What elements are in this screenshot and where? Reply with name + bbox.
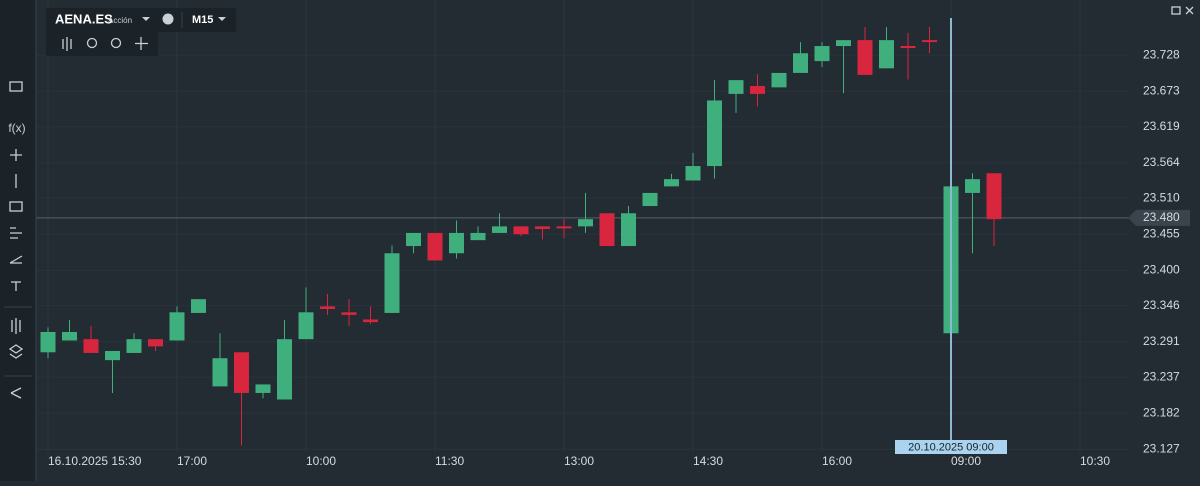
x-tick-label: 13:00 xyxy=(564,454,594,468)
toolbar-icons: f(x) xyxy=(4,81,32,399)
plot-area: 23.127 23.182 23.237 23.291 23.346 23.400 23.4… xyxy=(36,0,1190,468)
candle-body xyxy=(105,350,120,361)
symbol[interactable]: AENA.ES xyxy=(55,11,113,26)
candle-body xyxy=(384,253,400,313)
candle-body xyxy=(148,339,163,347)
icon-text[interactable] xyxy=(11,281,21,291)
icon-maximize[interactable] xyxy=(1171,6,1181,15)
y-tick-label: 23.237 xyxy=(1143,369,1180,383)
candle-body xyxy=(621,213,636,247)
candle-body xyxy=(857,40,873,75)
x-tick-label: 10:30 xyxy=(1080,454,1110,468)
candle-body xyxy=(771,72,787,88)
candle-body xyxy=(341,312,357,315)
candle-body xyxy=(814,46,830,62)
y-tick-label: 23.346 xyxy=(1143,298,1180,312)
crosshair-label: 20.10.2025 09:00 xyxy=(908,441,994,453)
candle-body xyxy=(707,100,722,167)
x-tick-label: 09:00 xyxy=(951,454,981,468)
icon-move[interactable] xyxy=(135,37,148,50)
candle-body xyxy=(191,299,206,313)
icon-zoom-in[interactable] xyxy=(110,37,122,49)
info-icon[interactable] xyxy=(162,13,174,25)
left-toolbar xyxy=(0,0,36,481)
icon-pitchfork[interactable] xyxy=(9,255,23,264)
candle-body xyxy=(599,213,615,247)
crosshair-label-box xyxy=(895,440,1007,454)
candle-body xyxy=(212,358,228,387)
last-price-tag xyxy=(1128,209,1190,226)
y-tick-label: 23.619 xyxy=(1143,119,1180,133)
candle-body xyxy=(492,226,507,233)
icon-indicators[interactable] xyxy=(11,318,21,334)
x-tick-label: 16:00 xyxy=(822,454,852,468)
y-tick-label: 23.291 xyxy=(1143,334,1180,348)
candle-body xyxy=(40,331,56,353)
candle-body xyxy=(427,232,443,261)
candle-body xyxy=(642,192,658,207)
candle-body xyxy=(277,339,292,400)
icon-close[interactable] xyxy=(1185,6,1194,15)
candle-body xyxy=(298,312,314,340)
y-tick-label: 23.400 xyxy=(1143,262,1180,276)
candle-body xyxy=(470,232,486,241)
candle-body xyxy=(255,384,271,393)
y-tick-label: 23.510 xyxy=(1143,190,1180,204)
candle-body xyxy=(363,319,378,323)
icon-fibonacci[interactable] xyxy=(10,227,22,239)
candle-body xyxy=(406,232,421,247)
candle-body xyxy=(986,173,1002,220)
timeframe-dropdown[interactable] xyxy=(218,17,226,21)
candle-body xyxy=(449,232,464,254)
x-tick-label: 17:00 xyxy=(177,454,207,468)
candle-body xyxy=(62,331,77,341)
candle-body xyxy=(965,179,980,193)
icon-layers[interactable] xyxy=(8,344,24,359)
asset-type: Acción xyxy=(108,16,132,25)
candle-body xyxy=(879,40,894,69)
y-tick-label: 23.182 xyxy=(1143,405,1180,419)
icon-rectangle[interactable] xyxy=(9,201,23,212)
icon-candles[interactable] xyxy=(62,37,72,51)
x-tick-label: 14:30 xyxy=(693,454,723,468)
candle-body xyxy=(320,306,335,310)
timeframe[interactable]: M15 xyxy=(192,14,213,26)
y-tick-label: 23.673 xyxy=(1143,83,1180,97)
symbol-dropdown[interactable] xyxy=(142,17,150,21)
candle-body xyxy=(728,80,744,94)
candle-body xyxy=(836,40,851,47)
y-tick-label: 23.728 xyxy=(1143,47,1180,61)
x-tick-label: 10:00 xyxy=(306,454,336,468)
icon-zoom-out[interactable] xyxy=(86,37,98,49)
candle-body xyxy=(234,352,249,393)
candle-body xyxy=(578,219,593,227)
icon-share[interactable] xyxy=(10,387,22,399)
y-tick-label: 23.127 xyxy=(1143,442,1180,456)
icon-chart-type[interactable] xyxy=(9,81,23,92)
candle-body xyxy=(169,312,185,341)
candle-body xyxy=(556,226,572,229)
y-tick-label: 23.455 xyxy=(1143,226,1180,240)
symbol-bar xyxy=(46,8,236,32)
candle-body xyxy=(900,46,916,49)
candle-body xyxy=(83,339,99,353)
candle-body xyxy=(535,226,550,229)
icon-function[interactable]: f(x) xyxy=(8,121,25,135)
candle-body xyxy=(513,226,529,235)
candle-body xyxy=(664,179,679,187)
candle-body xyxy=(750,86,765,94)
candle-body xyxy=(685,166,701,181)
y-tick-label: 23.564 xyxy=(1143,155,1180,169)
x-tick-label: 11:30 xyxy=(435,454,464,468)
candle-body xyxy=(793,53,808,73)
icon-crosshair[interactable] xyxy=(10,149,22,161)
candle-body xyxy=(126,339,142,353)
x-tick-label: 16.10.2025 15:30 xyxy=(48,454,142,468)
candle-body xyxy=(922,40,937,43)
last-price-label: 23.480 xyxy=(1143,210,1180,224)
